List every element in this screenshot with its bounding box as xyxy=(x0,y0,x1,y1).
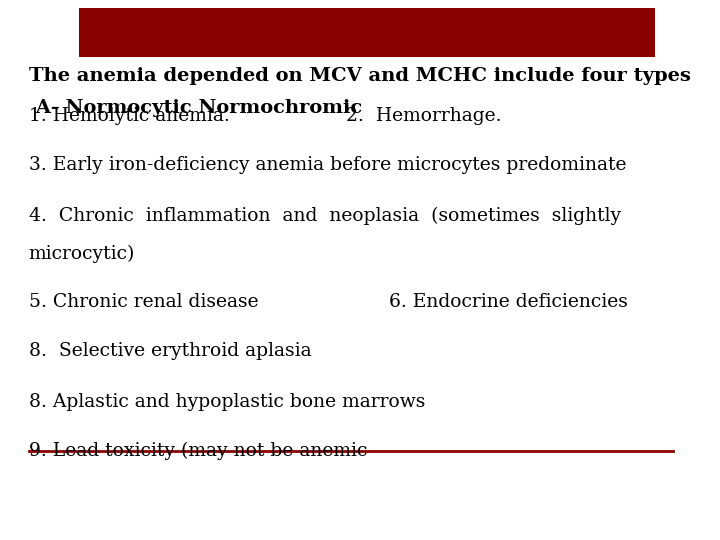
Text: 9. Lead toxicity (may not be anemic: 9. Lead toxicity (may not be anemic xyxy=(29,442,367,460)
Text: 3. Early iron-deficiency anemia before microcytes predominate: 3. Early iron-deficiency anemia before m… xyxy=(29,156,626,174)
Text: The anemia depended on MCV and MCHC include four types: The anemia depended on MCV and MCHC incl… xyxy=(29,66,690,85)
Text: microcytic): microcytic) xyxy=(29,245,135,263)
Text: 1. Hemolytic anemia.: 1. Hemolytic anemia. xyxy=(29,107,230,125)
Text: 5. Chronic renal disease: 5. Chronic renal disease xyxy=(29,293,258,312)
Text: 6. Endocrine deficiencies: 6. Endocrine deficiencies xyxy=(389,293,628,312)
Bar xyxy=(79,8,655,57)
Text: A- Normocytic Normochromic: A- Normocytic Normochromic xyxy=(29,99,362,117)
Text: 4.  Chronic  inflammation  and  neoplasia  (sometimes  slightly: 4. Chronic inflammation and neoplasia (s… xyxy=(29,207,621,225)
Text: 8. Aplastic and hypoplastic bone marrows: 8. Aplastic and hypoplastic bone marrows xyxy=(29,393,426,411)
Text: 8.  Selective erythroid aplasia: 8. Selective erythroid aplasia xyxy=(29,342,312,360)
Text: 2.  Hemorrhage.: 2. Hemorrhage. xyxy=(346,107,501,125)
